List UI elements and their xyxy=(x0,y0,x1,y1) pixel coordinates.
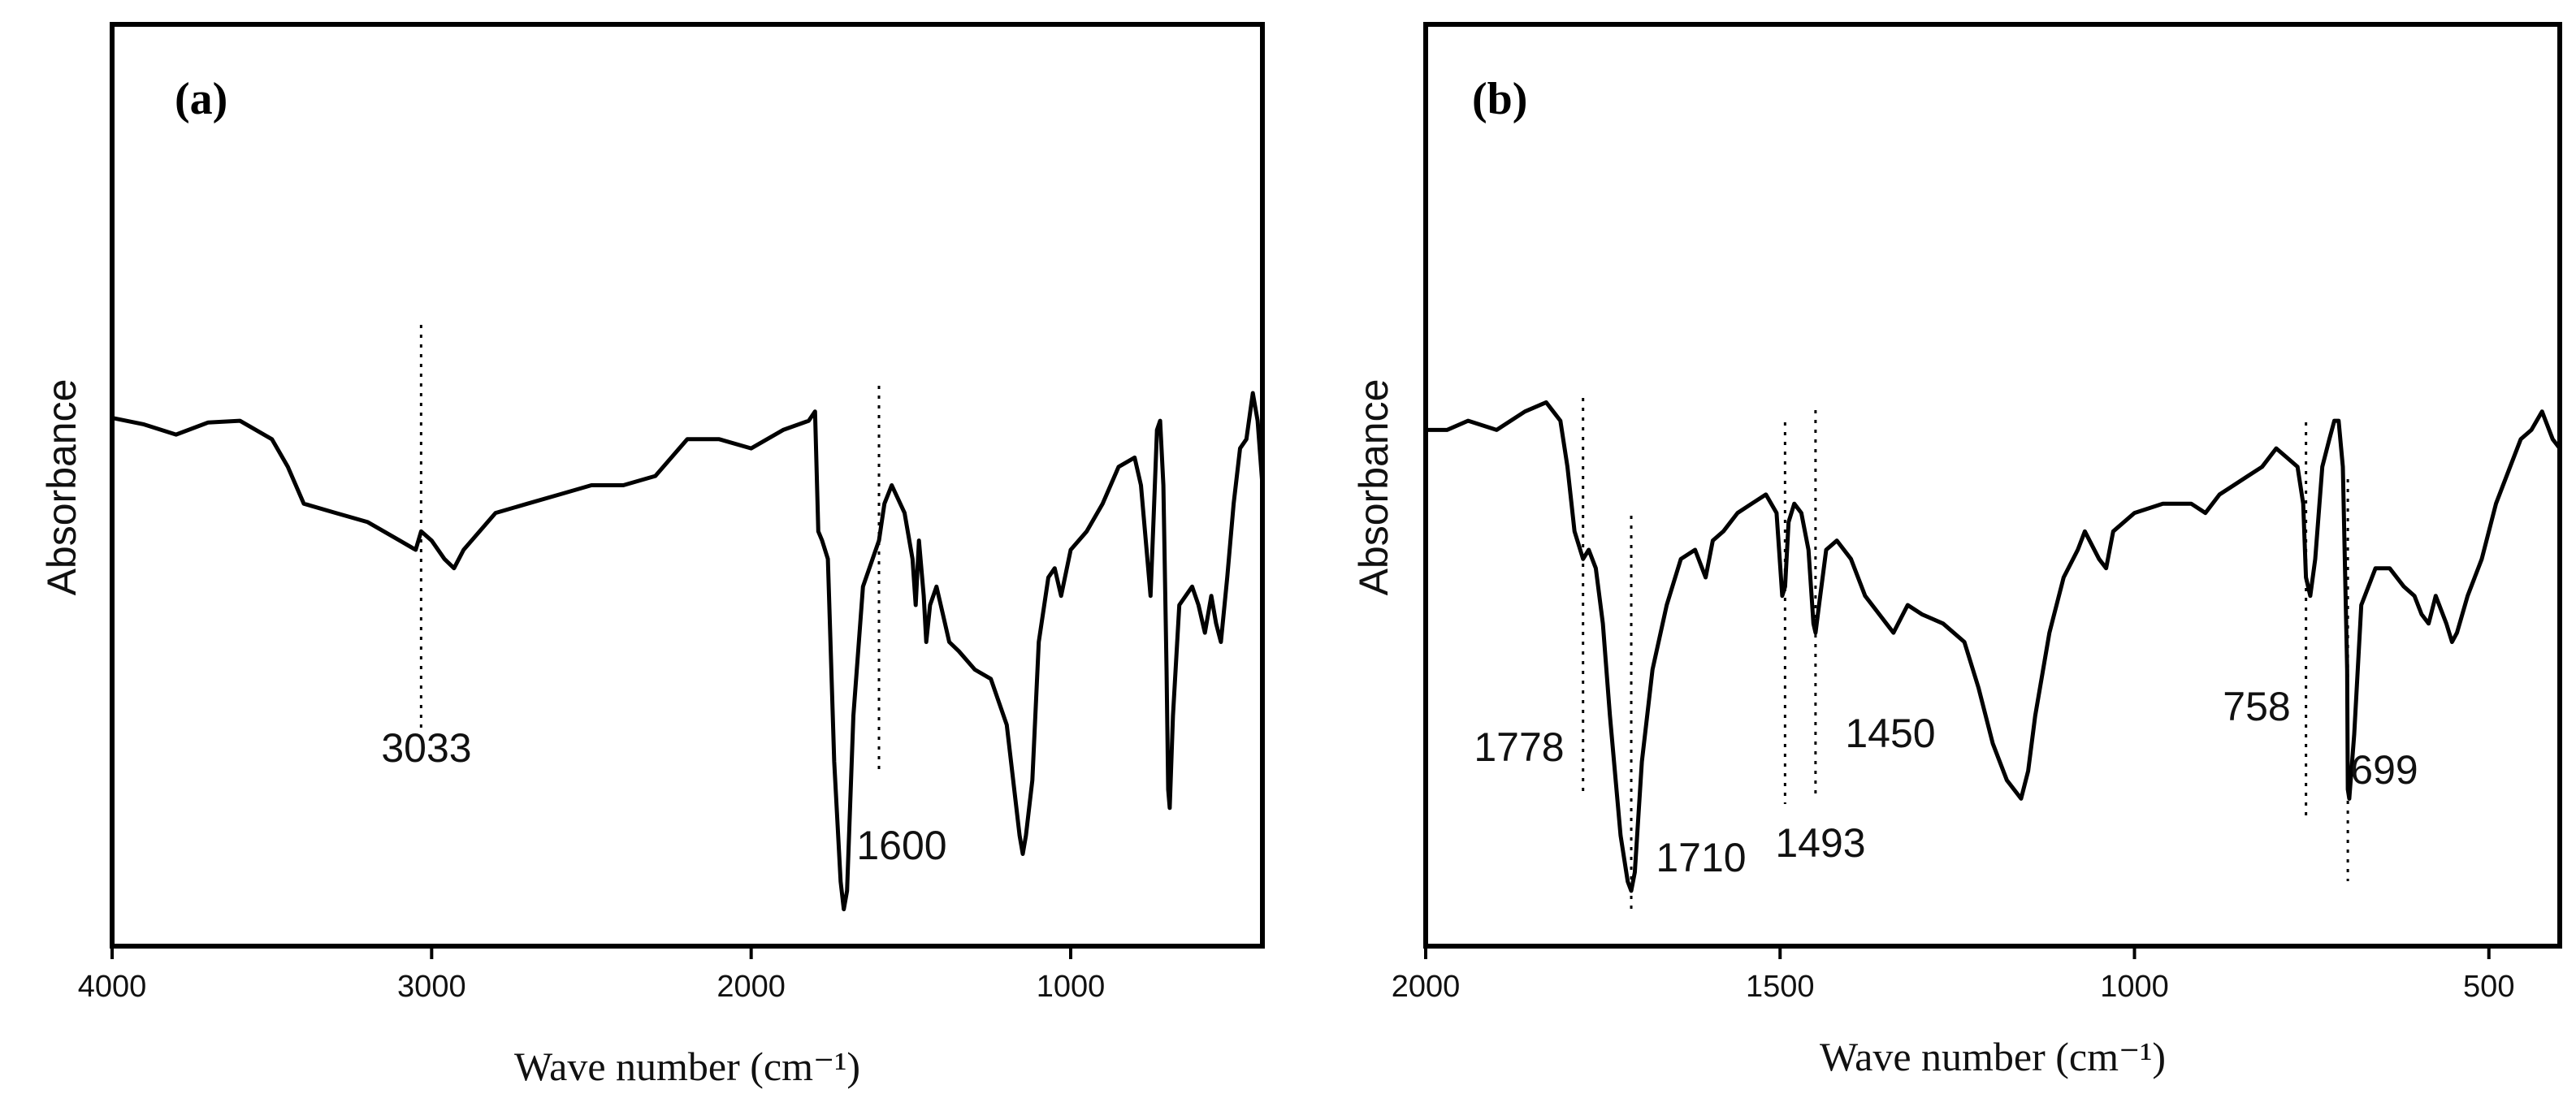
panel-b-annotation-1450: 1450 xyxy=(1845,711,1935,756)
panel-b-annotation-1778: 1778 xyxy=(1474,724,1564,770)
panel-a-annotation-3033: 3033 xyxy=(381,725,471,771)
panel-a-x-tick-label: 2000 xyxy=(717,970,786,1004)
panel-a-label: (a) xyxy=(175,74,227,124)
panel-a-annotations: 3033 1600 xyxy=(381,725,946,868)
panel-a-x-tick-label: 4000 xyxy=(78,970,147,1004)
panel-a-peak-markers xyxy=(419,325,881,776)
panel-b-x-tick-label: 500 xyxy=(2463,970,2514,1004)
panel-a-x-axis-title: Wave number (cm⁻¹) xyxy=(514,1044,860,1089)
panel-b-annotations: 1778 1710 1493 1450 758 699 xyxy=(1474,684,2418,880)
panel-b-frame xyxy=(1423,22,2562,949)
panel-b-annotation-699: 699 xyxy=(2350,747,2418,793)
panel-a-x-tick-label: 3000 xyxy=(397,970,466,1004)
panel-a-spectrum-line xyxy=(110,391,1265,912)
panel-a-annotation-1600: 1600 xyxy=(856,823,946,868)
panel-b-annotation-758: 758 xyxy=(2223,684,2290,729)
panel-b-x-axis-title: Wave number (cm⁻¹) xyxy=(1820,1034,2166,1079)
panel-a: (a) Absorbance Wave number (cm⁻¹) 4000 30… xyxy=(39,22,1265,1089)
panel-b-peak-markers xyxy=(1582,398,2349,910)
panel-a-x-tick-label: 1000 xyxy=(1037,970,1106,1004)
panel-b-label: (b) xyxy=(1472,74,1527,124)
panel-b-x-ticks: 2000 1500 1000 500 xyxy=(1392,946,2514,1004)
panel-b-x-tick-label: 1000 xyxy=(2100,970,2169,1004)
panel-a-frame xyxy=(110,22,1265,949)
panel-a-y-axis-title: Absorbance xyxy=(39,379,84,596)
panel-b-annotation-1710: 1710 xyxy=(1656,835,1746,880)
panel-a-x-ticks: 4000 3000 2000 1000 xyxy=(78,946,1106,1004)
panel-b-annotation-1493: 1493 xyxy=(1775,820,1865,866)
panel-b: (b) Absorbance Wave number (cm⁻¹) 2000 15… xyxy=(1351,22,2562,1079)
panel-b-x-tick-label: 1500 xyxy=(1746,970,1815,1004)
panel-b-x-tick-label: 2000 xyxy=(1392,970,1461,1004)
panel-b-y-axis-title: Absorbance xyxy=(1351,379,1396,596)
panel-b-spectrum-line xyxy=(1423,400,2562,893)
